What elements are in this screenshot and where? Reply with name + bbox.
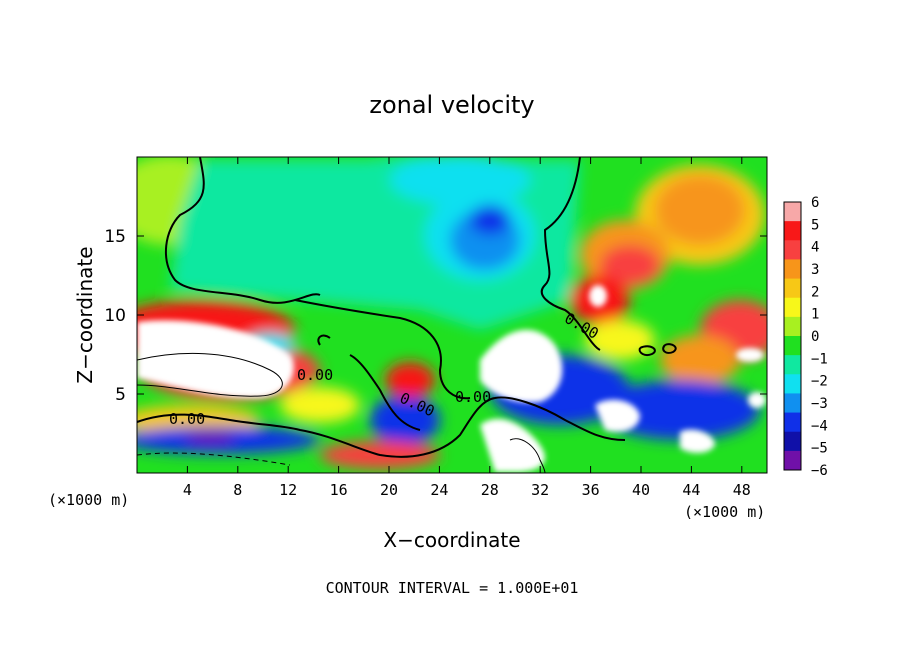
- x-tick-label: 4: [183, 481, 192, 499]
- colorbar-tick-label: 3: [811, 262, 819, 278]
- colorbar-tick-label: −2: [811, 374, 828, 390]
- colorbar: 6 5 4 3 2 1 0 −1 −2 −3 −4 −5 −6: [783, 195, 828, 479]
- y-tick-label: 10: [104, 306, 126, 326]
- contour-label: 0.00: [455, 388, 491, 406]
- colorbar-swatch: [784, 202, 801, 222]
- colorbar-swatch: [784, 450, 801, 471]
- colorbar-swatch: [784, 259, 801, 280]
- colorbar-tick-label: 5: [811, 217, 819, 233]
- x-tick-label: 12: [279, 481, 297, 499]
- colorbar-tick-label: −4: [811, 418, 828, 434]
- colorbar-swatch: [784, 374, 801, 394]
- colorbar-swatch: [784, 412, 801, 433]
- colorbar-swatch: [784, 431, 801, 452]
- contour-lines: [137, 157, 677, 458]
- x-tick-label: 20: [380, 481, 398, 499]
- x-unit-right: (×1000 m): [684, 503, 765, 521]
- x-tick-label: 48: [733, 481, 751, 499]
- contour-label: 0.00: [297, 366, 333, 384]
- colorbar-tick-label: −6: [811, 463, 828, 479]
- colorbar-tick-label: −5: [811, 441, 828, 457]
- x-tick-label: 28: [481, 481, 499, 499]
- colorbar-swatch: [784, 278, 801, 299]
- x-tick-label: 8: [233, 481, 242, 499]
- colorbar-frame: [783, 201, 802, 471]
- colorbar-tick-label: 2: [811, 284, 819, 300]
- colorbar-tick-label: 6: [811, 195, 819, 211]
- x-tick-label: 44: [682, 481, 700, 499]
- colorbar-tick-label: −3: [811, 396, 828, 412]
- contour-lines-thin: [137, 352, 546, 473]
- colorbar-swatch: [784, 316, 801, 337]
- x-tick-label: 32: [531, 481, 549, 499]
- colorbar-swatch: [784, 336, 801, 356]
- colorbar-swatch: [784, 240, 801, 260]
- x-tick-label: 16: [330, 481, 348, 499]
- colorbar-swatch: [784, 221, 801, 241]
- colorbar-tick-label: −1: [811, 351, 828, 367]
- colorbar-tick-label: 0: [811, 329, 819, 345]
- contour-interval-note: CONTOUR INTERVAL = 1.000E+01: [326, 579, 579, 597]
- y-tick-label: 5: [115, 385, 126, 405]
- x-tick-label: 36: [582, 481, 600, 499]
- x-axis-label: X−coordinate: [383, 528, 520, 552]
- colorbar-swatch: [784, 297, 801, 318]
- y-tick-label: 15: [104, 227, 126, 247]
- chart-title: zonal velocity: [369, 91, 534, 119]
- x-tick-label: 40: [632, 481, 650, 499]
- colorbar-swatch: [784, 355, 801, 375]
- y-axis: 5 10 15: [104, 227, 767, 405]
- colorbar-tick-label: 4: [811, 240, 819, 256]
- colorbar-swatch: [784, 393, 801, 414]
- contour-label: 0.00: [169, 410, 205, 428]
- x-unit-left: (×1000 m): [48, 491, 129, 509]
- x-tick-label: 24: [430, 481, 448, 499]
- heatmap-field: [137, 157, 767, 473]
- y-axis-label: Z−coordinate: [73, 246, 97, 383]
- x-axis: 4 8 12 16 20 24 28 32 36 40 44 48: [183, 157, 751, 499]
- colorbar-tick-label: 1: [811, 307, 819, 323]
